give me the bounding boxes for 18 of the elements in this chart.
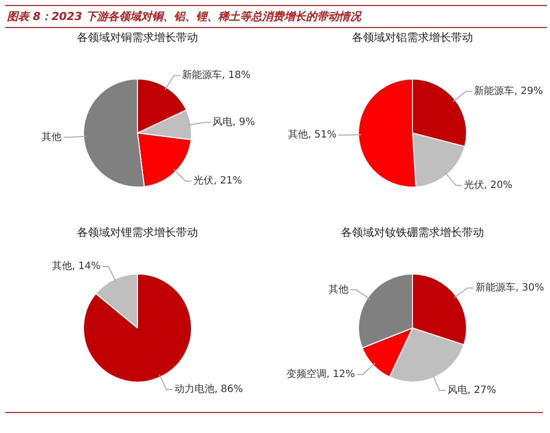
slice-label: 其他, 51% (288, 128, 337, 141)
slice-label: 风电, 9% (212, 116, 255, 128)
slice-label: 风电, 27% (448, 384, 496, 396)
slice-label: 其他 (328, 283, 348, 296)
slice-label: 其他 (42, 130, 62, 143)
chart-title: 各领域对锂需求增长带动 (76, 225, 199, 240)
slice-label: 其他, 14% (52, 260, 101, 272)
slice-label: 光伏, 21% (194, 174, 242, 187)
slice-label: 新能源车, 18% (182, 69, 251, 82)
chart-title: 各领域对铜需求增长带动 (76, 30, 199, 45)
chart-title: 各领域对钕铁硼需求增长带动 (340, 225, 485, 240)
slice-label: 光伏, 20% (464, 178, 512, 191)
chart-title: 各领域对铝需求增长带动 (351, 30, 474, 45)
slice-label: 新能源车, 29% (474, 84, 543, 97)
slice-label: 动力电池, 86% (174, 383, 244, 396)
text: 图表 8：2023 下游各领域对铜、铝、锂、稀土等总消费增长的带动情况 (5, 5, 547, 28)
slice-label: 变频空调, 12% (286, 368, 355, 380)
slice-label: 新能源车, 30% (476, 282, 544, 294)
